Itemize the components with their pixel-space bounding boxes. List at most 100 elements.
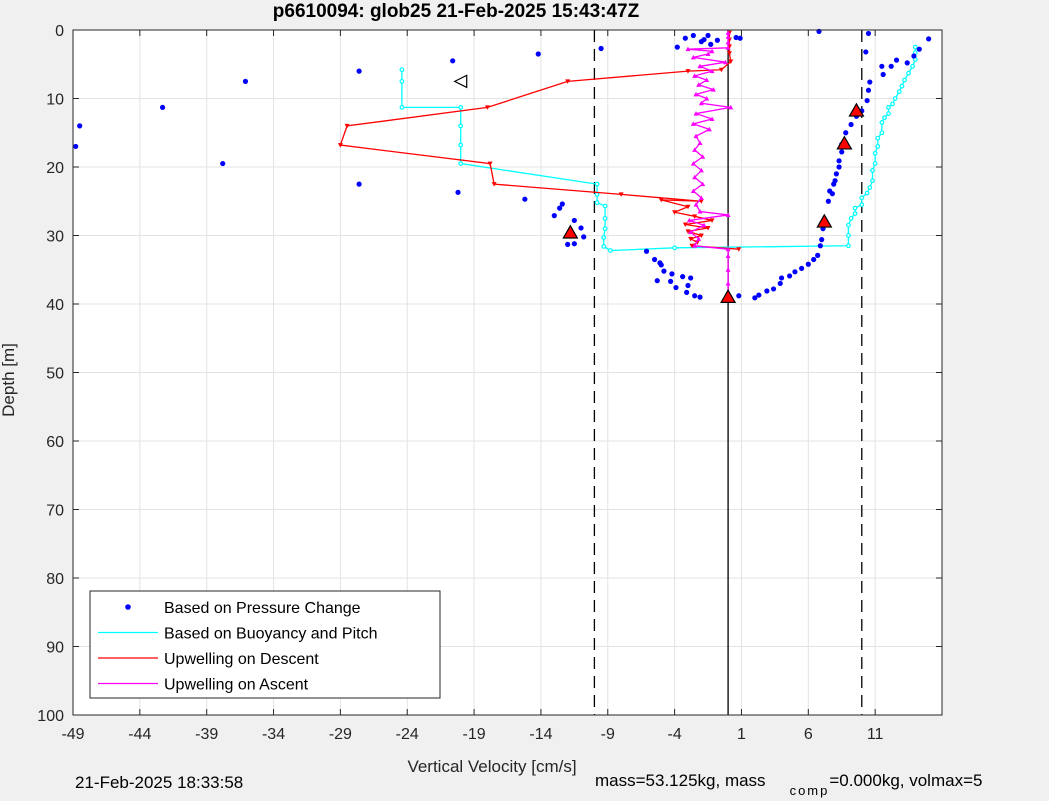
data-point — [685, 282, 691, 289]
x-tick-label: -29 — [329, 726, 352, 743]
y-tick-label: 80 — [46, 571, 64, 588]
data-point — [736, 247, 742, 252]
data-point — [643, 248, 650, 254]
data-point — [770, 286, 777, 292]
chart-title: p6610094: glob25 21-Feb-2025 15:43:47Z — [273, 1, 640, 22]
series-line — [687, 32, 731, 296]
data-point — [725, 246, 731, 252]
data-point — [911, 53, 917, 59]
data-point — [458, 161, 464, 166]
data-point — [565, 241, 571, 248]
data-point — [399, 105, 405, 110]
grid — [72, 29, 942, 716]
data-point — [805, 261, 811, 267]
data-point — [601, 235, 607, 240]
data-point — [458, 123, 464, 129]
data-point — [778, 275, 785, 281]
data-point — [557, 205, 563, 211]
data-point — [399, 78, 405, 84]
data-point — [73, 143, 79, 150]
data-point — [722, 59, 728, 65]
data-point — [786, 273, 793, 279]
data-point — [879, 130, 885, 136]
y-tick-label: 40 — [46, 297, 64, 314]
data-point — [756, 292, 762, 298]
data-point — [846, 243, 851, 249]
data-point — [890, 101, 895, 107]
data-point — [836, 164, 842, 170]
data-point — [875, 144, 881, 149]
data-point — [777, 280, 783, 287]
data-point — [658, 262, 664, 268]
data-point — [706, 126, 712, 132]
data-point — [792, 269, 798, 275]
footer-timestamp: 21-Feb-2025 18:33:58 — [75, 773, 244, 792]
data-point — [692, 147, 698, 152]
data-point — [872, 150, 878, 156]
x-tick-label: -24 — [396, 726, 419, 743]
data-point — [602, 226, 608, 232]
data-point — [594, 200, 600, 206]
data-point — [618, 192, 624, 197]
data-point — [709, 116, 715, 122]
x-tick-label: 11 — [867, 726, 884, 743]
x-tick-label: -9 — [601, 726, 615, 743]
data-point — [682, 222, 688, 228]
data-point — [685, 229, 691, 234]
x-tick-label: -49 — [61, 726, 84, 743]
data-point — [725, 280, 731, 286]
series-layer — [73, 28, 932, 303]
legend-label: Upwelling on Ascent — [164, 677, 309, 694]
data-point — [725, 212, 731, 217]
data-point — [356, 68, 362, 74]
data-point — [705, 32, 711, 39]
series-3 — [685, 30, 734, 298]
data-point — [673, 284, 679, 291]
data-point — [602, 203, 608, 209]
data-point — [896, 89, 902, 95]
data-point — [522, 196, 528, 202]
data-point — [455, 189, 461, 195]
data-point — [725, 267, 731, 272]
data-point — [817, 243, 823, 249]
data-point — [690, 32, 696, 39]
data-point — [725, 39, 731, 45]
footer-mass-text: mass=53.125kg, mass — [595, 771, 766, 790]
data-point — [710, 87, 716, 92]
data-point — [668, 278, 674, 284]
data-point — [879, 120, 885, 125]
data-point — [672, 210, 678, 215]
y-tick-label: 100 — [37, 708, 64, 725]
data-point — [602, 215, 608, 221]
data-point — [491, 182, 497, 187]
data-point — [682, 35, 688, 41]
legend-label: Based on Pressure Change — [164, 600, 361, 617]
x-tick-label: -19 — [463, 726, 486, 743]
data-point — [698, 100, 704, 106]
data-point — [709, 68, 715, 74]
data-point — [714, 37, 720, 43]
data-point — [698, 195, 704, 200]
data-point — [867, 79, 873, 85]
data-point — [693, 133, 699, 139]
x-tick-label: 6 — [804, 726, 813, 743]
data-point — [825, 198, 831, 204]
data-point — [658, 197, 664, 203]
data-point — [910, 63, 915, 69]
data-point — [846, 233, 851, 238]
data-point — [692, 293, 698, 299]
data-point — [686, 217, 692, 223]
data-point — [697, 140, 703, 146]
data-point — [571, 217, 577, 224]
data-point — [906, 70, 911, 76]
data-point — [692, 214, 698, 219]
triangle-marker — [816, 213, 833, 228]
data-point — [870, 168, 875, 173]
data-point — [904, 60, 910, 66]
data-point — [811, 256, 817, 263]
data-point — [870, 178, 875, 184]
data-point — [733, 34, 739, 41]
data-point — [872, 161, 878, 166]
legend-swatch — [125, 604, 131, 610]
